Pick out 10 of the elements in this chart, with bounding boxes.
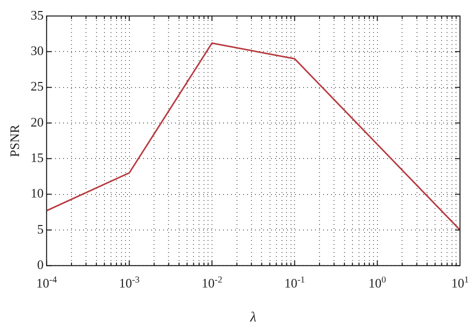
y-tick-label: 15: [30, 150, 44, 166]
y-tick-label: 35: [30, 7, 44, 22]
y-tick-label: 0: [37, 257, 44, 272]
y-tick-label: 10: [30, 186, 44, 201]
y-tick-label: 25: [30, 78, 44, 94]
x-axis-title: λ: [249, 310, 256, 326]
y-tick-label: 5: [37, 221, 44, 236]
y-tick-label: 20: [30, 114, 44, 130]
y-tick-label: 30: [30, 43, 44, 58]
y-axis-title: PSNR: [7, 124, 22, 158]
